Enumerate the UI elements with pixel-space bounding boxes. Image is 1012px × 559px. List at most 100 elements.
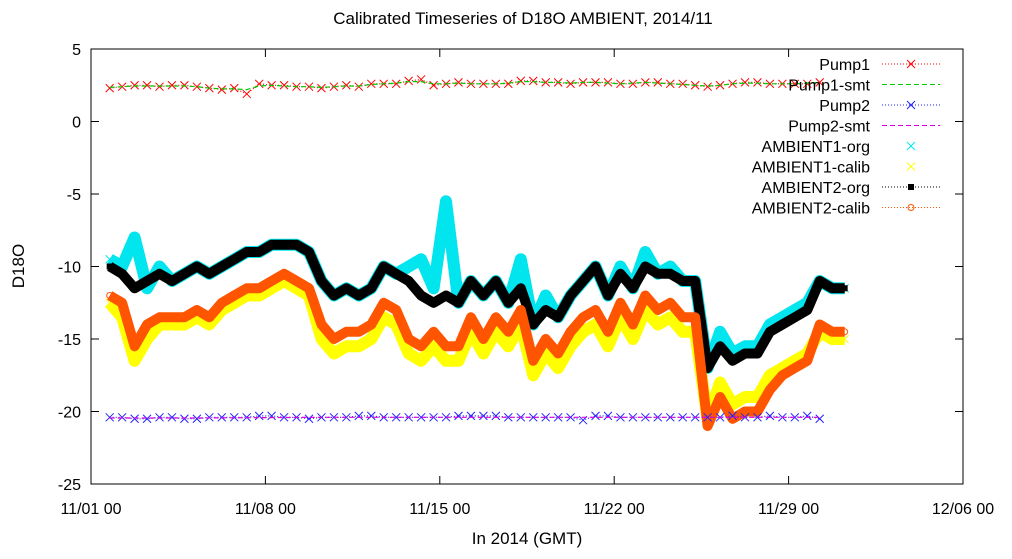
data-point (480, 292, 487, 299)
data-point (579, 313, 587, 321)
data-point (828, 328, 836, 336)
data-point (168, 278, 175, 284)
data-point (204, 320, 214, 329)
data-point (530, 321, 537, 328)
data-point (293, 241, 300, 248)
series-line (109, 81, 820, 91)
data-point (841, 328, 849, 336)
data-point (592, 263, 599, 270)
data-point (503, 341, 513, 351)
data-point (229, 83, 239, 93)
data-point (628, 334, 638, 344)
data-point (592, 306, 600, 314)
data-point (105, 412, 115, 422)
plot-marks (105, 75, 850, 431)
legend-marker-sample (906, 100, 916, 110)
data-point (317, 321, 325, 328)
data-point (441, 356, 451, 366)
data-point (517, 306, 525, 314)
data-point (168, 313, 176, 321)
data-point (441, 196, 451, 206)
data-point (143, 321, 151, 328)
legend-item: AMBIENT1-org (762, 139, 916, 156)
data-point (404, 76, 414, 86)
legend-item: AMBIENT2-calib (752, 201, 940, 218)
data-point (653, 77, 663, 87)
data-point (119, 270, 126, 277)
x-tick-label: 11/22 00 (584, 501, 645, 518)
data-point (555, 314, 562, 321)
data-point (243, 284, 251, 292)
legend: Pump1 Pump1-smt Pump2 Pump2-smt AMBIENT1-org… (752, 57, 940, 218)
data-point (354, 411, 364, 421)
data-point (542, 307, 549, 313)
data-point (342, 80, 351, 90)
data-point (517, 285, 524, 292)
data-point (642, 263, 649, 270)
axes: 5 0 -5 -10 -15 -20 -25 11/01 00 11/08 00 11/15 00… (58, 42, 994, 518)
data-point (279, 80, 289, 90)
data-point (765, 411, 775, 421)
legend-label: Pump2-smt (788, 119, 870, 136)
data-point (816, 278, 823, 284)
legend-marker-sample (908, 184, 914, 190)
x-tick-label: 11/08 00 (235, 501, 296, 518)
legend-item: Pump2 (819, 98, 940, 115)
data-point (329, 349, 339, 358)
data-point (641, 292, 649, 299)
data-point (467, 313, 475, 321)
data-point (703, 82, 712, 92)
data-point (417, 342, 425, 350)
data-point (704, 365, 711, 371)
data-point (105, 83, 115, 93)
data-point (591, 77, 600, 87)
x-axis-label: In 2014 (GMT) (472, 529, 583, 548)
data-point (130, 80, 139, 90)
data-point (591, 411, 600, 421)
data-point (279, 412, 289, 422)
y-tick-label: -25 (58, 477, 81, 494)
data-point (106, 263, 113, 270)
data-point (130, 233, 139, 242)
series-pump1 (105, 75, 825, 99)
legend-label: Pump2 (819, 98, 870, 115)
data-point (404, 262, 414, 271)
data-point (230, 292, 238, 299)
legend-item: Pump2-smt (788, 119, 940, 136)
data-point (492, 278, 499, 284)
data-point (155, 82, 164, 92)
data-point (504, 328, 512, 336)
data-point (242, 89, 252, 99)
y-axis-label: D18O (9, 244, 28, 288)
data-point (267, 411, 276, 421)
data-point (443, 292, 450, 299)
data-point (740, 392, 750, 402)
legend-label: Pump1 (819, 57, 870, 74)
data-point (753, 77, 762, 87)
data-point (841, 285, 848, 292)
data-point (131, 342, 139, 350)
data-point (205, 313, 213, 321)
data-point (778, 371, 786, 379)
data-point (317, 334, 326, 344)
data-point (567, 292, 574, 299)
data-point (180, 313, 188, 321)
data-point (167, 80, 177, 90)
data-point (541, 291, 551, 300)
data-point (816, 321, 824, 328)
data-point (479, 335, 487, 343)
data-point (766, 328, 773, 335)
data-point (355, 292, 362, 299)
y-tick-label: -15 (58, 332, 81, 349)
data-point (829, 285, 836, 292)
data-point (405, 278, 412, 284)
data-point (455, 299, 462, 306)
data-point (503, 79, 513, 89)
data-point (416, 254, 426, 264)
data-point (156, 313, 164, 321)
data-point (366, 334, 376, 344)
data-point (479, 411, 488, 421)
data-point (479, 79, 488, 89)
data-point (130, 356, 139, 366)
data-point (131, 285, 138, 292)
